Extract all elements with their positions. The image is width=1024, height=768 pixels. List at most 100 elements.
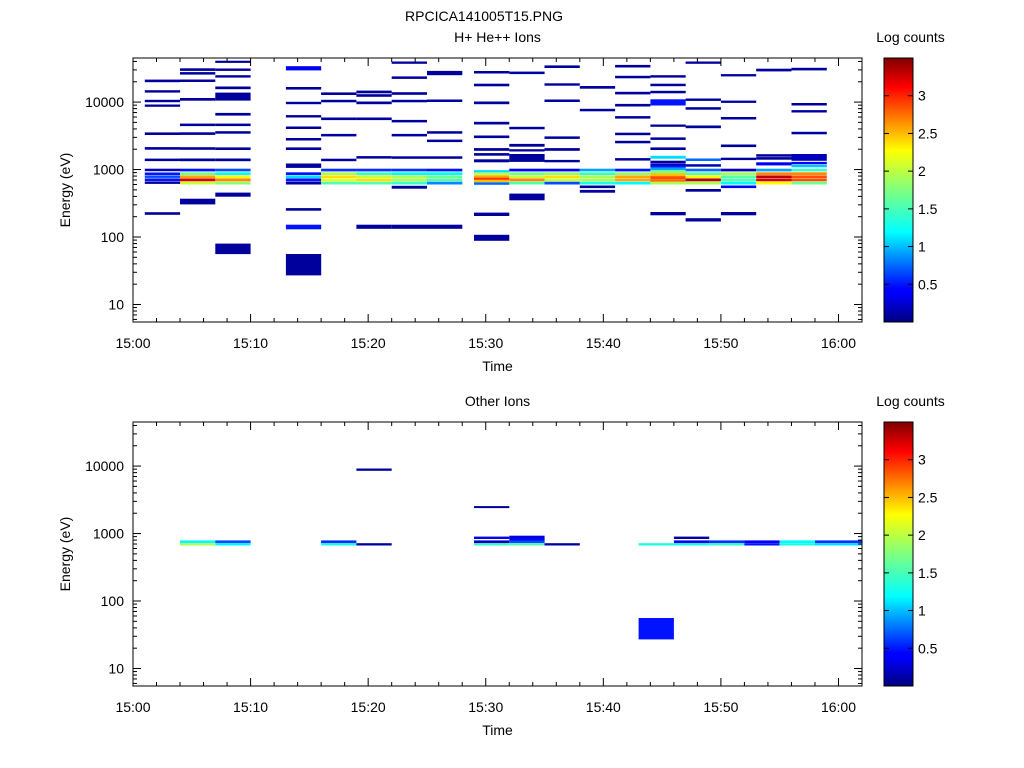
- spectrogram-cell: [144, 104, 181, 107]
- spectrogram-cell: [391, 172, 427, 175]
- spectrogram-cell: [321, 175, 357, 178]
- spectrogram-cell: [144, 147, 181, 150]
- x-tick-label: 15:10: [233, 335, 268, 351]
- spectrogram-cell: [650, 124, 686, 127]
- spectrogram-cell: [650, 165, 686, 168]
- colorbar-label: Log counts: [876, 393, 945, 409]
- x-tick-label: 15:00: [115, 335, 150, 351]
- plot-frame: [132, 421, 863, 687]
- spectrogram-cell: [144, 178, 181, 181]
- spectrogram-cell: [321, 117, 357, 121]
- colorbar-label: Log counts: [876, 29, 945, 45]
- spectrogram-cell: [427, 168, 463, 172]
- spectrogram-cell: [615, 132, 651, 136]
- x-axis-label: Time: [482, 722, 513, 738]
- spectrogram-cell: [720, 185, 757, 189]
- spectrogram-cell: [391, 156, 427, 159]
- figure-title: RPCICA141005T15.PNG: [405, 8, 563, 24]
- spectrogram-cell: [391, 178, 427, 182]
- spectrogram-cell: [180, 172, 216, 175]
- spectrogram-cell: [579, 86, 616, 89]
- spectrogram-cell: [509, 178, 545, 182]
- spectrogram-cell: [650, 173, 686, 177]
- spectrogram-cell: [720, 178, 757, 182]
- spectrogram-cell: [791, 168, 827, 172]
- spectrogram-cell: [474, 148, 510, 151]
- spectrogram-cell: [509, 149, 545, 152]
- spectrogram-cell: [356, 172, 392, 175]
- y-tick-label: 10: [108, 660, 124, 676]
- spectrogram-cells: [180, 468, 862, 640]
- spectrogram-cell: [756, 68, 792, 72]
- spectrogram-cell: [144, 90, 181, 93]
- y-tick-label: 1000: [93, 526, 124, 542]
- spectrogram-cell: [615, 64, 651, 68]
- spectrogram-cell: [673, 540, 710, 544]
- spectrogram-cell: [720, 212, 757, 216]
- spectrogram-cell: [285, 138, 322, 141]
- spectrogram-cell: [391, 181, 427, 185]
- spectrogram-cell: [756, 157, 792, 160]
- spectrogram-cell: [509, 535, 545, 538]
- spectrogram-cell: [650, 75, 686, 78]
- spectrogram-cell: [579, 181, 616, 185]
- spectrogram-cell: [474, 121, 510, 125]
- x-tick-label: 16:00: [821, 335, 856, 351]
- colorbar-tick-label: 3: [918, 452, 926, 468]
- colorbar: 0.5 1 1.5 2 2.5 3 Log counts: [876, 393, 945, 687]
- spectrogram-cell: [544, 543, 580, 546]
- spectrogram-cell: [321, 540, 357, 544]
- colorbar-tick-label: 1: [918, 603, 926, 619]
- y-axis-label: Energy (eV): [57, 517, 73, 592]
- spectrogram-cell: [215, 123, 251, 127]
- colorbar-tick-label: 2: [918, 163, 926, 179]
- spectrogram-cell: [615, 75, 651, 79]
- spectrogram-cell: [791, 178, 827, 182]
- y-tick-label: 100: [101, 229, 125, 245]
- spectrogram-cell: [509, 168, 545, 172]
- spectrogram-cell: [356, 468, 392, 471]
- spectrogram-cell: [756, 178, 792, 182]
- spectrogram-cell: [509, 172, 545, 175]
- spectrogram-cell: [720, 157, 757, 161]
- spectrogram-cell: [215, 178, 251, 182]
- x-tick-label: 15:20: [351, 335, 386, 351]
- spectrogram-cell: [720, 144, 757, 148]
- spectrogram-cell: [615, 178, 651, 182]
- spectrogram-cell: [579, 108, 616, 112]
- spectrogram-cell: [744, 540, 780, 544]
- spectrogram-cell: [321, 92, 357, 95]
- spectrogram-cell: [756, 175, 792, 178]
- spectrogram-cell: [180, 68, 216, 71]
- spectrogram-cell: [356, 156, 392, 159]
- spectrogram-cell: [427, 172, 463, 175]
- colorbar-tick-label: 0.5: [918, 640, 938, 656]
- spectrogram-cell: [427, 139, 463, 143]
- spectrogram-cell: [215, 540, 251, 544]
- spectrogram-cell: [509, 538, 545, 541]
- spectrogram-cell: [391, 133, 427, 137]
- x-tick-label: 15:00: [115, 699, 150, 715]
- spectrogram-cell: [321, 168, 357, 172]
- spectrogram-cell: [356, 178, 392, 182]
- spectrogram-cell: [285, 178, 322, 182]
- spectrogram-cell: [685, 158, 721, 161]
- y-axis-label: Energy (eV): [57, 153, 73, 228]
- panel-title: H+ He++ Ions: [454, 29, 541, 45]
- colorbar: 0.5 1 1.5 2 2.5 3 Log counts: [876, 29, 945, 323]
- colorbar-gradient: [883, 421, 914, 687]
- spectrogram-cell: [144, 79, 181, 83]
- spectrogram-cell: [544, 172, 580, 175]
- spectrogram-cell: [180, 181, 216, 185]
- spectrogram-cell: [474, 71, 510, 74]
- spectrogram-cell: [673, 543, 710, 546]
- y-tick-label: 10000: [85, 94, 124, 110]
- x-tick-label: 15:20: [351, 699, 386, 715]
- spectrogram-cell: [650, 90, 686, 94]
- colorbar-tick-label: 1.5: [918, 565, 938, 581]
- spectrogram-cell: [356, 224, 392, 229]
- spectrogram-cell: [756, 181, 792, 185]
- spectrogram-cell: [673, 536, 710, 539]
- x-tick-label: 15:30: [468, 335, 503, 351]
